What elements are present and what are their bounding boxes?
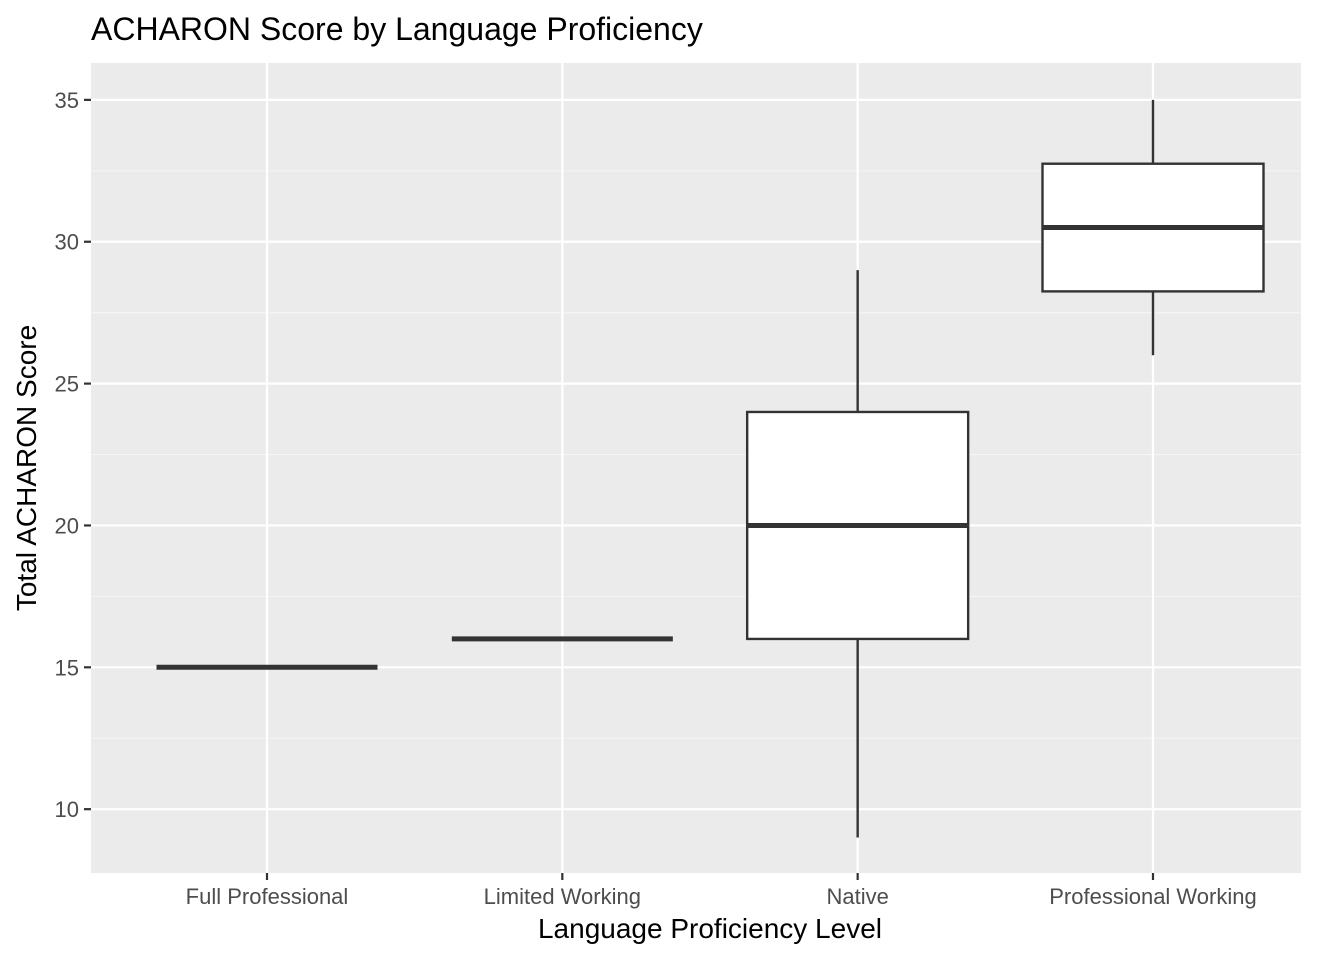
y-tick-label: 35 xyxy=(55,88,79,113)
box-series xyxy=(156,99,1265,838)
y-axis-title: Total ACHARON Score xyxy=(11,325,42,611)
x-axis-title: Language Proficiency Level xyxy=(538,913,882,944)
y-axis: 10 15 20 25 30 35 xyxy=(55,88,91,822)
y-tick-label: 20 xyxy=(55,513,79,538)
y-tick-label: 30 xyxy=(55,230,79,255)
x-axis: Full Professional Limited Working Native Pr… xyxy=(186,873,1257,909)
minor-gridlines xyxy=(91,170,1301,739)
x-tick-label: Native xyxy=(826,884,888,909)
box-native xyxy=(745,270,970,838)
chart-title: ACHARON Score by Language Proficiency xyxy=(91,11,703,47)
x-tick-label: Professional Working xyxy=(1049,884,1256,909)
x-tick-label: Full Professional xyxy=(186,884,349,909)
x-tick-label: Limited Working xyxy=(484,884,641,909)
y-tick-label: 10 xyxy=(55,797,79,822)
y-tick-label: 15 xyxy=(55,655,79,680)
y-tick-label: 25 xyxy=(55,372,79,397)
box-professional-working xyxy=(1041,99,1265,356)
